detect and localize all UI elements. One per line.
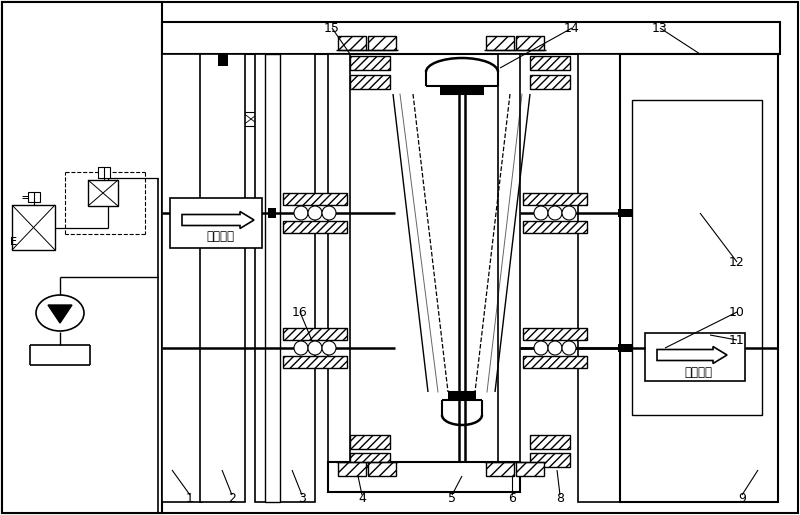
Text: E: E <box>10 237 17 247</box>
Bar <box>283 221 347 233</box>
FancyArrow shape <box>182 212 254 229</box>
Text: 3: 3 <box>298 491 306 505</box>
Text: 12: 12 <box>729 255 745 268</box>
Text: 11: 11 <box>729 334 745 347</box>
Bar <box>523 328 587 340</box>
Bar <box>328 462 520 492</box>
Bar <box>183 140 203 150</box>
Bar <box>162 22 780 54</box>
Circle shape <box>562 206 576 220</box>
Text: 13: 13 <box>652 22 668 35</box>
Bar <box>530 453 570 467</box>
Circle shape <box>562 341 576 355</box>
Bar <box>338 462 366 476</box>
Bar <box>350 56 390 70</box>
Bar <box>328 54 350 469</box>
Bar <box>618 344 632 352</box>
Text: E: E <box>10 237 17 247</box>
Bar <box>620 54 778 502</box>
Bar <box>516 36 544 50</box>
Bar <box>486 36 514 50</box>
Bar <box>645 333 745 381</box>
Text: 4: 4 <box>358 491 366 505</box>
Circle shape <box>322 341 336 355</box>
Bar <box>242 112 260 126</box>
Text: 5: 5 <box>448 491 456 505</box>
Bar <box>255 54 315 502</box>
Bar <box>530 75 570 89</box>
Text: 15: 15 <box>324 22 340 35</box>
Bar <box>523 356 587 368</box>
Text: 10: 10 <box>729 305 745 318</box>
Text: 8: 8 <box>556 491 564 505</box>
Text: 动力输入: 动力输入 <box>206 231 234 244</box>
Text: 16: 16 <box>292 305 308 318</box>
Bar <box>268 208 276 218</box>
Circle shape <box>294 341 308 355</box>
Circle shape <box>294 206 308 220</box>
Ellipse shape <box>36 295 84 331</box>
Polygon shape <box>48 305 72 323</box>
Circle shape <box>322 206 336 220</box>
Text: 9: 9 <box>738 491 746 505</box>
Bar <box>523 221 587 233</box>
Text: 6: 6 <box>508 491 516 505</box>
Bar <box>618 209 632 217</box>
Bar <box>2 2 162 513</box>
Bar <box>578 54 620 502</box>
Text: 动力输出: 动力输出 <box>684 366 712 379</box>
Bar <box>338 36 366 50</box>
Bar <box>265 54 280 502</box>
Bar <box>350 435 390 449</box>
Bar <box>368 36 396 50</box>
Bar <box>516 462 544 476</box>
Circle shape <box>308 206 322 220</box>
Bar <box>368 462 396 476</box>
Circle shape <box>548 206 562 220</box>
Text: 14: 14 <box>564 22 580 35</box>
Circle shape <box>308 341 322 355</box>
Bar <box>222 112 240 126</box>
Bar <box>498 54 520 469</box>
Bar <box>88 180 118 206</box>
Bar <box>12 205 55 250</box>
Bar <box>283 328 347 340</box>
Bar <box>523 193 587 205</box>
Bar <box>486 462 514 476</box>
Circle shape <box>534 341 548 355</box>
Circle shape <box>534 206 548 220</box>
Bar <box>200 54 245 502</box>
Bar <box>350 75 390 89</box>
Bar <box>218 54 228 66</box>
Bar <box>170 198 262 248</box>
Bar <box>283 356 347 368</box>
Bar <box>283 193 347 205</box>
Bar <box>448 392 476 400</box>
Bar <box>440 86 484 94</box>
Bar <box>200 112 218 126</box>
Bar <box>530 435 570 449</box>
Bar <box>530 56 570 70</box>
Bar <box>350 453 390 467</box>
Polygon shape <box>393 60 530 85</box>
Bar <box>162 54 202 502</box>
Bar <box>98 167 110 178</box>
FancyArrow shape <box>657 347 727 364</box>
Bar <box>175 112 193 126</box>
Bar <box>28 192 40 202</box>
Circle shape <box>548 341 562 355</box>
Text: 1: 1 <box>186 491 194 505</box>
Bar <box>632 100 762 415</box>
Bar <box>262 112 280 126</box>
Text: 2: 2 <box>228 491 236 505</box>
